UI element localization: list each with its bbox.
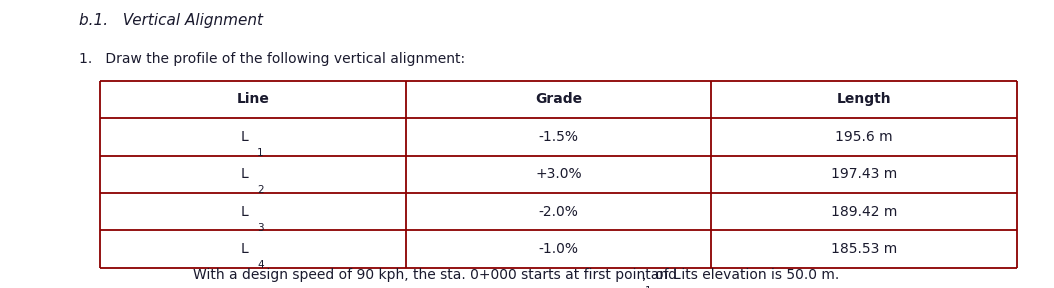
Text: 1: 1 xyxy=(257,148,264,158)
Text: 3: 3 xyxy=(257,223,264,232)
Text: Grade: Grade xyxy=(535,92,582,106)
Text: 195.6 m: 195.6 m xyxy=(836,130,893,144)
Text: Line: Line xyxy=(236,92,270,106)
Text: 1: 1 xyxy=(645,286,651,288)
Text: b.1.   Vertical Alignment: b.1. Vertical Alignment xyxy=(79,13,264,28)
Text: Length: Length xyxy=(837,92,892,106)
Text: 189.42 m: 189.42 m xyxy=(832,205,897,219)
Text: 197.43 m: 197.43 m xyxy=(832,167,897,181)
Text: 185.53 m: 185.53 m xyxy=(832,242,897,256)
Text: 2: 2 xyxy=(257,185,264,195)
Text: L: L xyxy=(240,242,249,256)
Text: -1.0%: -1.0% xyxy=(539,242,579,256)
Text: 1.   Draw the profile of the following vertical alignment:: 1. Draw the profile of the following ver… xyxy=(79,52,465,66)
Text: L: L xyxy=(240,205,249,219)
Text: -2.0%: -2.0% xyxy=(539,205,579,219)
Text: L: L xyxy=(240,130,249,144)
Text: -1.5%: -1.5% xyxy=(539,130,579,144)
Text: L: L xyxy=(240,167,249,181)
Text: 4: 4 xyxy=(257,260,264,270)
Text: , and its elevation is 50.0 m.: , and its elevation is 50.0 m. xyxy=(642,268,840,282)
Text: +3.0%: +3.0% xyxy=(535,167,582,181)
Text: With a design speed of 90 kph, the sta. 0+000 starts at first point of L: With a design speed of 90 kph, the sta. … xyxy=(193,268,681,282)
